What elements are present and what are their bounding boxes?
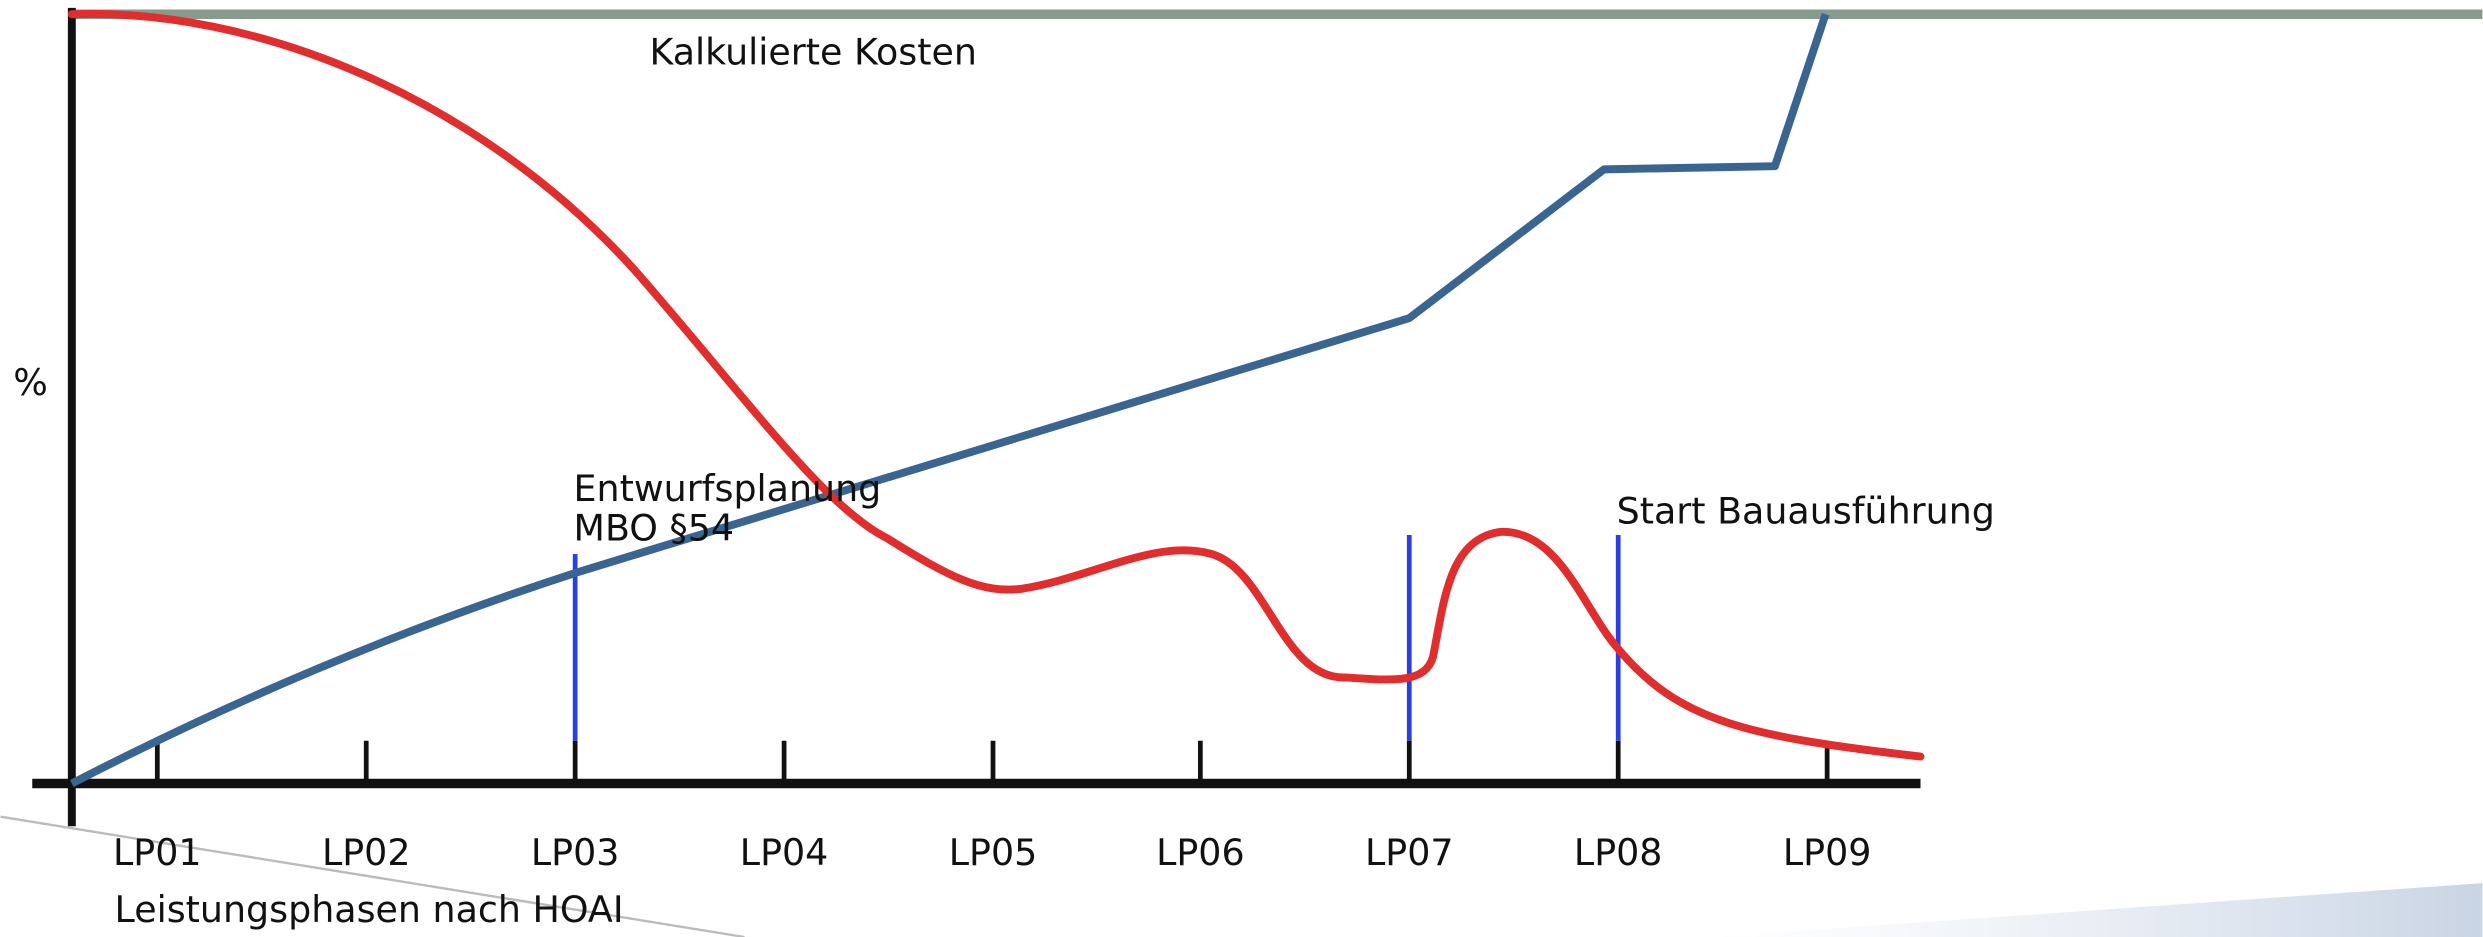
annotation: MBO §54 <box>574 507 734 550</box>
annotation: Start Bauausführung <box>1617 489 1995 532</box>
annotation: Entwurfsplanung <box>574 467 882 510</box>
x-labels: LP01 LP02 LP03 LP04 LP05 LP06 LP07 LP08 … <box>113 831 1871 874</box>
influence-curve <box>67 9 1925 761</box>
x-label: LP06 <box>1156 831 1245 874</box>
x-label: LP05 <box>949 831 1038 874</box>
ticks <box>154 740 1830 784</box>
cost-curve <box>70 12 1830 787</box>
title: Kalkulierte Kosten <box>650 30 977 73</box>
x-axis-label: Leistungsphasen nach HOAI <box>115 888 624 931</box>
x-label: LP07 <box>1365 831 1454 874</box>
decor-line <box>0 815 745 937</box>
x-label: LP04 <box>740 831 829 874</box>
x-label: LP08 <box>1574 831 1663 874</box>
milestones <box>572 534 1621 741</box>
x-label: LP09 <box>1783 831 1872 874</box>
y-axis-label: % <box>13 361 48 404</box>
x-label: LP01 <box>113 831 202 874</box>
x-label: LP03 <box>531 831 620 874</box>
x-label: LP02 <box>322 831 411 874</box>
decor-shape <box>1710 883 2483 937</box>
